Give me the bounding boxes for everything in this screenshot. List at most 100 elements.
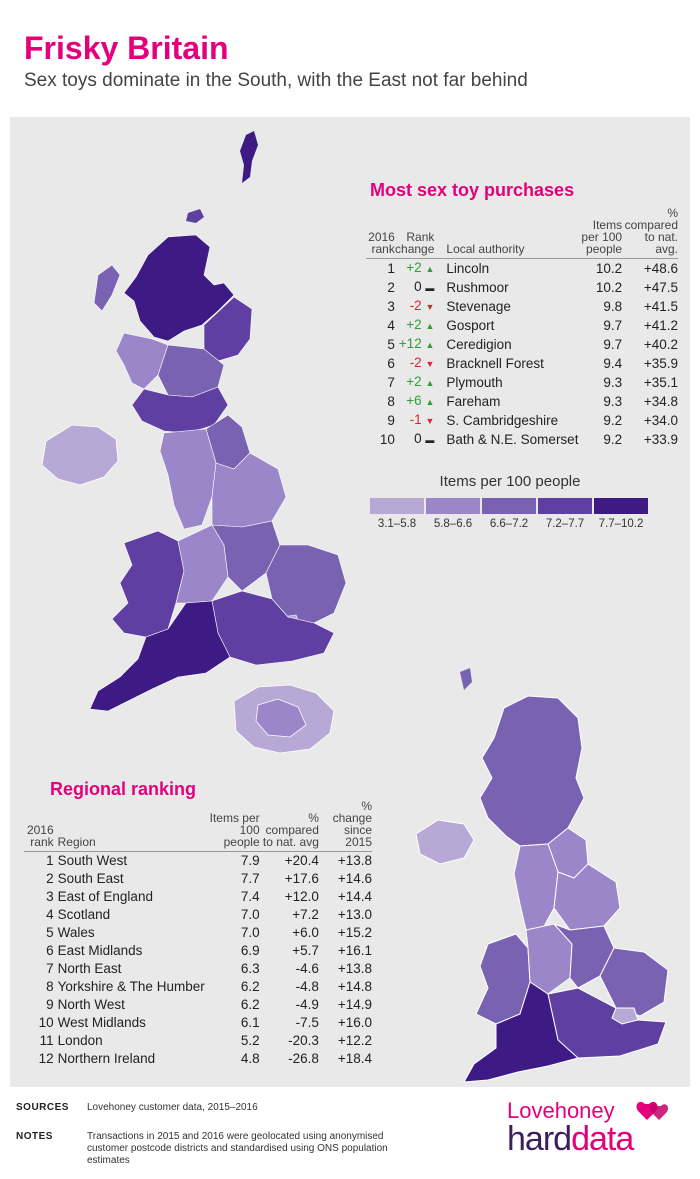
rank-change-value: +2 — [406, 260, 422, 275]
rank-cell: 6 — [387, 356, 395, 371]
rank-change-cell: +12 ▲ — [395, 335, 439, 354]
rank-change-cell: +2 ▲ — [395, 373, 439, 392]
col-region-items: Items per 100 people — [204, 800, 260, 852]
region-compared-cell: +17.6 — [284, 871, 319, 886]
region-scotland-islands — [460, 668, 472, 690]
rank-change-value: -1 — [409, 412, 422, 427]
top-authorities-table: 2016 rank Rank change Local authority It… — [366, 207, 678, 449]
col-region-change: % change since 2015 — [318, 800, 372, 852]
rank-change-cell: -2 ▼ — [395, 297, 439, 316]
heart-icon — [636, 1101, 669, 1120]
region-items-cell: 6.2 — [240, 979, 260, 994]
region-items-cell: 6.3 — [240, 961, 260, 976]
authority-cell: Ceredigion — [446, 337, 512, 352]
rank-cell: 2 — [387, 280, 395, 295]
map-yorkshire — [211, 452, 287, 528]
logo-top-text: Lovehoney — [507, 1098, 615, 1123]
top-table-row: 3 -2 ▼ Stevenage 9.8 +41.5 — [366, 297, 678, 316]
rank-cell: 9 — [387, 413, 395, 428]
map-northern-ireland — [41, 424, 119, 486]
rank-change-cell: +6 ▲ — [395, 392, 439, 411]
rank-change-cell: 0 ▬ — [395, 430, 439, 449]
authority-cell: Gosport — [446, 318, 495, 333]
items-cell: 9.8 — [603, 299, 623, 314]
arrow-up-icon: ▲ — [425, 264, 435, 274]
compared-cell: +35.9 — [643, 356, 678, 371]
region-compared-cell: +5.7 — [292, 943, 319, 958]
region-compared-cell: -7.5 — [295, 1015, 319, 1030]
rank-cell: 10 — [379, 432, 395, 447]
region-change-cell: +14.9 — [337, 997, 372, 1012]
region-items-cell: 7.7 — [240, 871, 260, 886]
region-rank-cell: 2 — [46, 871, 54, 886]
regional-map — [415, 668, 669, 1083]
local-authority-map — [41, 131, 347, 754]
region-northern-ireland — [415, 819, 475, 865]
region-items-cell: 7.0 — [240, 925, 260, 940]
arrow-up-icon: ▲ — [425, 397, 435, 407]
items-cell: 10.2 — [595, 261, 623, 276]
notes-label: NOTES — [16, 1131, 53, 1142]
legend-swatch — [594, 498, 648, 514]
regional-table-row: 3 East of England 7.4 +12.0 +14.4 — [24, 888, 372, 906]
shetland-islands — [240, 131, 258, 183]
authority-cell: Plymouth — [446, 375, 503, 390]
rank-change-value: +12 — [398, 336, 422, 351]
region-items-cell: 4.8 — [240, 1051, 260, 1066]
legend-title: Items per 100 people — [439, 473, 581, 490]
rank-change-cell: -2 ▼ — [395, 354, 439, 373]
regional-table-row: 9 North West 6.2 -4.9 +14.9 — [24, 996, 372, 1014]
regional-table-row: 2 South East 7.7 +17.6 +14.6 — [24, 870, 372, 888]
top-table-row: 10 0 ▬ Bath & N.E. Somerset 9.2 +33.9 — [366, 430, 678, 449]
items-cell: 9.3 — [603, 375, 623, 390]
region-items-cell: 6.1 — [240, 1015, 260, 1030]
top-table-body: 1 +2 ▲ Lincoln 10.2 +48.6 2 0 ▬ Rushmoor 10.2 +47… — [366, 259, 678, 450]
map-scotland-highlands — [123, 234, 235, 342]
rank-change-value: +2 — [406, 317, 422, 332]
top-table-row: 4 +2 ▲ Gosport 9.7 +41.2 — [366, 316, 678, 335]
region-compared-cell: -4.9 — [295, 997, 319, 1012]
col-rank-change: Rank change — [394, 207, 439, 259]
regional-table-row: 8 Yorkshire & The Humber 6.2 -4.8 +14.8 — [24, 978, 372, 996]
rank-change-value: 0 — [414, 431, 422, 446]
legend-bin-label: 7.7–10.2 — [598, 518, 644, 530]
region-name-cell: London — [57, 1033, 103, 1048]
region-name-cell: Yorkshire & The Humber — [57, 979, 205, 994]
region-rank-cell: 6 — [46, 943, 54, 958]
authority-cell: Stevenage — [446, 299, 511, 314]
region-rank-cell: 9 — [46, 997, 54, 1012]
compared-cell: +48.6 — [643, 261, 678, 276]
rank-cell: 3 — [387, 299, 395, 314]
arrow-up-icon: ▲ — [425, 321, 435, 331]
rank-cell: 7 — [387, 375, 395, 390]
compared-cell: +33.9 — [643, 432, 678, 447]
compared-cell: +35.1 — [643, 375, 678, 390]
legend-swatch — [370, 498, 424, 514]
region-south-west — [463, 981, 580, 1083]
notes-text: Transactions in 2015 and 2016 were geolo… — [87, 1131, 388, 1166]
rank-cell: 8 — [387, 394, 395, 409]
regional-table-row: 6 East Midlands 6.9 +5.7 +16.1 — [24, 942, 372, 960]
region-rank-cell: 5 — [46, 925, 54, 940]
dash-icon: ▬ — [425, 283, 435, 293]
map-south-west — [89, 600, 231, 712]
items-cell: 9.7 — [603, 337, 623, 352]
region-compared-cell: +6.0 — [292, 925, 319, 940]
region-name-cell: South East — [57, 871, 124, 886]
legend-bin-label: 3.1–5.8 — [377, 518, 417, 530]
compared-cell: +34.8 — [643, 394, 678, 409]
rank-change-value: +2 — [406, 374, 422, 389]
region-change-cell: +16.1 — [337, 943, 372, 958]
top-table-row: 7 +2 ▲ Plymouth 9.3 +35.1 — [366, 373, 678, 392]
legend-bin-label: 6.6–7.2 — [489, 518, 529, 530]
region-name-cell: East Midlands — [57, 943, 143, 958]
region-name-cell: North West — [57, 997, 125, 1012]
legend-bin-label: 7.2–7.7 — [545, 518, 585, 530]
region-rank-cell: 3 — [46, 889, 54, 904]
col-compared: % compared to nat. avg. — [622, 207, 678, 259]
london-inset-boroughs — [255, 698, 307, 738]
items-cell: 9.2 — [603, 413, 623, 428]
region-change-cell: +14.8 — [337, 979, 372, 994]
region-rank-cell: 11 — [39, 1033, 54, 1048]
region-name-cell: South West — [57, 853, 128, 868]
